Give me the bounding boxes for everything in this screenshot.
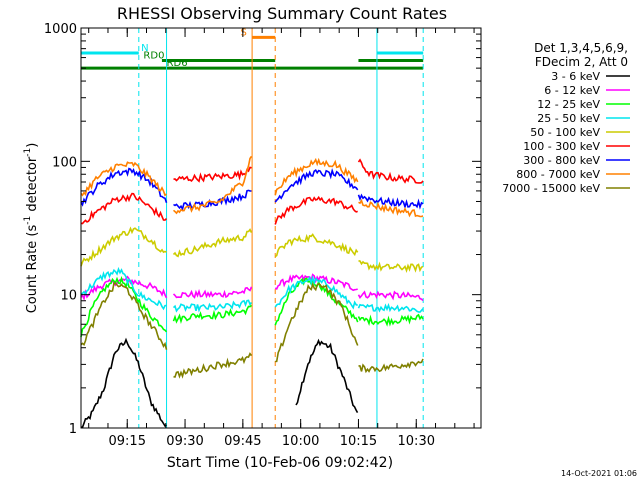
y-axis-label: Count Rate (s-1 detector-1) [23, 143, 40, 314]
series-3-segment-3 [357, 302, 424, 313]
series-5-segment-0 [80, 192, 168, 225]
legend-label-8: 7000 - 15000 keV [502, 182, 600, 195]
series-7-segment-3 [358, 198, 424, 218]
series-7-segment-0 [80, 161, 167, 197]
legend-label-6: 300 - 800 keV [523, 154, 600, 167]
series-3-segment-1 [172, 299, 253, 313]
timestamp: 14-Oct-2021 01:06 [561, 469, 637, 478]
series-2-segment-3 [357, 313, 424, 327]
series-3-segment-0 [80, 266, 167, 311]
series-7-segment-2 [274, 157, 359, 196]
series-8-segment-0 [80, 282, 168, 350]
series-5-segment-1 [173, 166, 252, 183]
x-tick-label-0: 09:15 [109, 434, 146, 449]
legend-label-3: 25 - 50 keV [537, 112, 600, 125]
y-tick-label-3: 1000 [44, 22, 77, 37]
series-8-segment-2 [275, 282, 359, 363]
legend-label-2: 12 - 25 keV [537, 98, 600, 111]
series-5-segment-2 [274, 195, 358, 225]
series-3-segment-2 [274, 275, 358, 310]
series-1-segment-0 [80, 275, 168, 301]
y-tick-label-2: 100 [52, 155, 77, 170]
series-6-segment-2 [274, 168, 359, 203]
legend: Det 1,3,4,5,6,9, FDecim 2, Att 0 3 - 6 k… [502, 41, 630, 195]
legend-label-5: 100 - 300 keV [523, 140, 600, 153]
chart-title: RHESSI Observing Summary Count Rates [117, 4, 447, 23]
x-axis-label: Start Time (10-Feb-06 09:02:42) [167, 455, 393, 471]
x-tick-label-5: 10:30 [398, 434, 435, 449]
series-1-segment-1 [172, 286, 253, 299]
series-7-segment-1 [172, 155, 253, 215]
flag-label-5: RD6 [167, 58, 188, 69]
x-tick-label-2: 09:45 [224, 434, 261, 449]
series-1-segment-3 [357, 290, 424, 302]
legend-label-0: 3 - 6 keV [551, 70, 600, 83]
legend-header-2: FDecim 2, Att 0 [535, 55, 628, 69]
x-tick-label-1: 09:30 [166, 434, 203, 449]
x-tick-label-3: 10:00 [282, 434, 319, 449]
legend-label-1: 6 - 12 keV [544, 84, 600, 97]
series-2-segment-0 [80, 275, 168, 338]
legend-label-4: 50 - 100 keV [530, 126, 600, 139]
series-2-segment-1 [172, 304, 253, 324]
series-8-segment-3 [358, 358, 424, 374]
legend-label-7: 800 - 7000 keV [516, 168, 600, 181]
series-lines [80, 155, 424, 429]
series-8-segment-1 [173, 352, 253, 379]
x-tick-label-4: 10:15 [340, 434, 377, 449]
flag-label-0: N [141, 43, 148, 54]
series-4-segment-0 [80, 226, 167, 267]
legend-header-1: Det 1,3,4,5,6,9, [534, 41, 628, 55]
series-4-segment-3 [358, 260, 424, 273]
plot-area [81, 28, 481, 428]
plot-background [81, 28, 481, 428]
series-0-segment-0 [80, 337, 167, 429]
series-6-segment-0 [80, 167, 168, 207]
series-4-segment-2 [274, 233, 359, 258]
flag-label-3: RD0 [143, 51, 164, 62]
axes: 1 10 100 1000 09:15 09:30 09:45 10:00 10:15 10:30 [44, 22, 482, 449]
series-6-segment-3 [357, 193, 424, 210]
series-0-segment-1 [295, 338, 359, 413]
y-tick-label-0: 1 [69, 422, 77, 437]
series-4-segment-1 [172, 228, 253, 258]
y-tick-label-1: 10 [60, 289, 77, 304]
flag-label-2: S [241, 27, 247, 38]
series-5-segment-3 [357, 158, 424, 184]
